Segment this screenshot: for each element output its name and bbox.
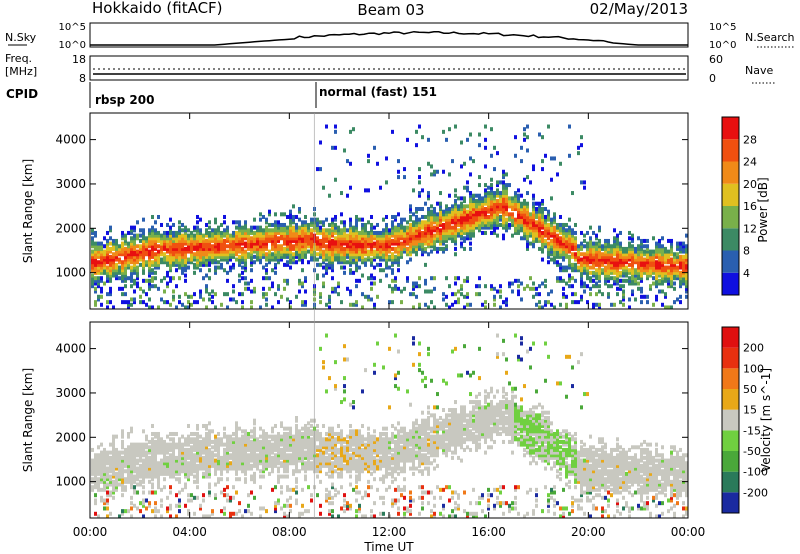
y-tick-label: 3000 [55,386,86,400]
colorbar-tick-label: 100 [743,362,764,375]
velocity-heatmap [91,333,688,519]
colorbar-segment [722,389,739,410]
colorbar-tick-label: 8 [743,245,750,258]
y-tick-label: 2000 [55,221,86,235]
power-colorbar: 4 8 12 16 20 24 28 [721,116,757,296]
x-tick-label: 08:00 [272,525,307,539]
x-tick-label: 00:00 [671,525,706,539]
sky-left-tick-top: 10^5 [59,22,86,33]
power-colorbar-label: Power [dB] [756,177,770,242]
colorbar-segment [722,471,739,493]
power-ylabel: Slant Range [km] [21,159,35,263]
freq-unit-label: [MHz] [5,65,37,78]
colorbar-segment [722,451,739,472]
freq-tick-bottom: 8 [79,72,86,85]
nave-tick-bottom: 0 [709,72,716,85]
y-tick-label: 4000 [55,342,86,356]
sky-left-tick-bottom: 10^0 [59,40,86,51]
freq-label: Freq. [5,52,32,65]
y-tick-label: 3000 [55,177,86,191]
y-tick-label: 1000 [55,266,86,280]
colorbar-tick-label: -200 [743,486,768,499]
colorbar-tick-label: -50 [743,445,761,458]
sky-count-curve [90,30,688,46]
velocity-colorbar: 200 100 50 15 -15 -50 -100 -200 [721,326,768,514]
x-tick-label: 04:00 [172,525,207,539]
beam-label: Beam 03 [357,1,424,19]
x-axis-label: Time UT [363,540,414,554]
x-tick-label: 16:00 [471,525,506,539]
x-tick-label: 12:00 [372,525,407,539]
cpid-segment-1: rbsp 200 [95,93,154,107]
cpid-row: CPID rbsp 200 normal (fast) 151 [6,82,437,108]
colorbar-tick-label: 4 [743,267,750,280]
colorbar-segment [722,228,739,251]
colorbar-segment [722,347,739,369]
colorbar-segment [722,368,739,389]
colorbar-segment [722,206,739,229]
cpid-segment-2: normal (fast) 151 [319,85,437,99]
colorbar-tick-label: 20 [743,178,757,191]
colorbar-tick-label: 24 [743,156,757,169]
colorbar-segment [722,409,739,431]
nave-label: Nave [745,64,773,77]
colorbar-tick-label: 15 [743,404,757,417]
sky-right-tick-bottom: 10^0 [709,40,736,51]
power-panel: 1000 2000 3000 4000 Slant Range [km] 4 8 12 16… [21,112,770,310]
freq-panel: Freq. [MHz] 18 8 60 0 Nave [5,52,775,85]
y-tick-label: 1000 [55,475,86,489]
y-tick-label: 4000 [55,133,86,147]
sky-left-label: N.Sky [5,31,37,44]
sky-right-tick-top: 10^5 [709,22,736,33]
colorbar-segment [722,117,739,140]
figure-title: Hokkaido (fitACF) [92,0,223,17]
velocity-ylabel: Slant Range [km] [21,368,35,472]
colorbar-segment [722,250,739,273]
sky-panel: N.Sky 10^5 10^0 10^5 10^0 N.Search [5,22,795,51]
freq-tick-top: 18 [72,53,86,66]
x-tick-label: 00:00 [73,525,108,539]
colorbar-segment [722,492,739,513]
colorbar-tick-label: 200 [743,342,764,355]
nave-tick-top: 60 [709,53,723,66]
colorbar-tick-label: 12 [743,222,757,235]
power-heatmap [91,124,688,310]
velocity-colorbar-label: Velocity [m s^-1] [759,368,773,472]
search-right-label: N.Search [745,31,795,44]
colorbar-tick-label: -100 [743,466,768,479]
cpid-label: CPID [6,87,38,101]
colorbar-segment [722,161,739,184]
colorbar-tick-label: 50 [743,383,757,396]
y-tick-label: 2000 [55,430,86,444]
colorbar-tick-label: -15 [743,424,761,437]
colorbar-segment [722,139,739,162]
colorbar-segment [722,183,739,206]
date-label: 02/May/2013 [590,0,688,18]
colorbar-tick-label: 16 [743,200,757,213]
x-tick-label: 20:00 [571,525,606,539]
colorbar-segment [722,272,739,295]
velocity-panel: 1000 2000 3000 4000 00:00 04:00 08:00 12:00 16:0… [21,321,773,539]
colorbar-segment [722,430,739,451]
colorbar-segment [722,327,739,348]
colorbar-tick-label: 28 [743,133,757,146]
